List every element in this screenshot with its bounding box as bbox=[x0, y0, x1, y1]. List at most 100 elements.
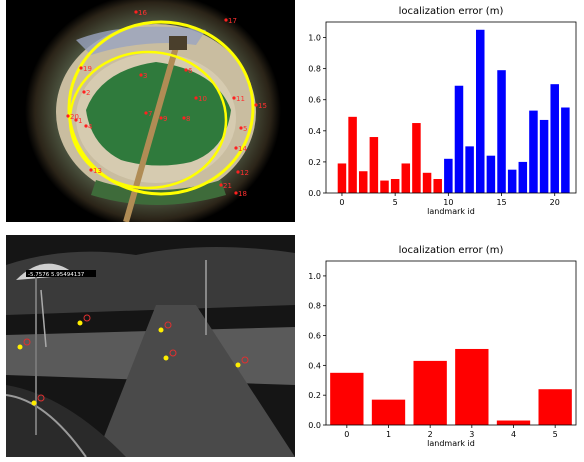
bar-chart-bottom: localization error (m) 0.0 0.2 0.4 0.6 0.8 1.0… bbox=[308, 245, 577, 448]
y-tick-label: 0.4 bbox=[308, 127, 321, 136]
landmark-point bbox=[77, 320, 83, 326]
y-tick-label: 0.8 bbox=[308, 65, 321, 74]
landmark-estimate bbox=[164, 321, 172, 329]
y-tick-label: 1.0 bbox=[308, 34, 321, 43]
landmark-marker-label: 10 bbox=[198, 95, 207, 103]
landmark-estimate bbox=[241, 356, 249, 364]
x-tick-label: 15 bbox=[496, 198, 506, 207]
intersection-photo-drawing: -5.7576 5.95494137 bbox=[6, 235, 295, 457]
landmark-marker bbox=[239, 126, 243, 130]
landmark-marker bbox=[144, 111, 148, 115]
landmark-marker bbox=[159, 116, 163, 120]
landmark-marker-label: 14 bbox=[238, 145, 247, 153]
x-tick-label: 10 bbox=[443, 198, 453, 207]
landmark-marker-label: 15 bbox=[258, 102, 267, 110]
bar bbox=[529, 110, 538, 193]
landmark-marker-label: 7 bbox=[148, 110, 152, 118]
landmark-marker-label: 12 bbox=[240, 169, 249, 177]
bar bbox=[518, 161, 528, 193]
landmark-marker-label: 8 bbox=[186, 115, 190, 123]
x-tick-label: 5 bbox=[393, 198, 398, 207]
bar bbox=[369, 137, 379, 193]
landmark-marker-label: 16 bbox=[138, 9, 147, 17]
overlay-label-bg bbox=[26, 270, 96, 277]
y-tick-label: 1.0 bbox=[308, 272, 321, 281]
fisheye-stadium-photo: 1 2 3 4 5 6 7 8 9 10 11 12 13 14 15 16 17 18 19 20 21 bbox=[6, 0, 295, 222]
landmark-estimate bbox=[169, 349, 177, 357]
road-main bbox=[96, 305, 295, 457]
tree-line bbox=[6, 246, 295, 315]
chart-title: localization error (m) bbox=[399, 245, 504, 256]
intersection-photo: -5.7576 5.95494137 bbox=[6, 235, 295, 457]
landmark-marker-label: 17 bbox=[228, 17, 237, 25]
landmark-point bbox=[163, 355, 169, 361]
bar bbox=[380, 180, 389, 193]
landmark-estimate bbox=[23, 338, 31, 346]
landmark-marker bbox=[89, 168, 93, 172]
x-tick-label: 20 bbox=[550, 198, 560, 207]
bar bbox=[486, 155, 496, 193]
bar bbox=[465, 146, 474, 193]
overlay-text: -5.7576 5.95494137 bbox=[28, 272, 85, 278]
bar bbox=[455, 348, 489, 425]
bar bbox=[433, 179, 442, 193]
landmark-marker-label: 18 bbox=[238, 190, 247, 198]
plot-frame bbox=[325, 260, 577, 426]
bar bbox=[348, 116, 357, 193]
landmark-marker bbox=[194, 96, 198, 100]
landmark-marker bbox=[254, 103, 258, 107]
landmark-marker-label: 9 bbox=[163, 115, 167, 123]
landmark-marker bbox=[224, 18, 228, 22]
landmark-marker bbox=[234, 191, 238, 195]
landmark-point bbox=[158, 327, 164, 333]
landmark-marker-label: 2 bbox=[86, 89, 90, 97]
bar bbox=[401, 163, 411, 193]
landmark-point bbox=[235, 362, 241, 368]
bar-chart-top: localization error (m) 0.0 0.2 0.4 0.6 0.8 1.0… bbox=[308, 6, 577, 216]
y-tick-label: 0.6 bbox=[308, 96, 321, 105]
y-tick-label: 0.8 bbox=[308, 302, 321, 311]
landmark-marker-label: 11 bbox=[236, 95, 245, 103]
landmark-point bbox=[31, 400, 37, 406]
y-tick-label: 0.0 bbox=[308, 189, 321, 198]
landmark-marker bbox=[182, 116, 186, 120]
bar bbox=[496, 420, 531, 425]
bar bbox=[497, 70, 506, 193]
bar bbox=[358, 171, 368, 193]
x-tick-label: 5 bbox=[553, 430, 558, 439]
bar bbox=[538, 389, 572, 425]
bar bbox=[371, 399, 406, 425]
x-axis-label: landmark id bbox=[427, 439, 475, 448]
y-tick-label: 0.2 bbox=[308, 158, 321, 167]
landmark-marker-label: 5 bbox=[243, 125, 247, 133]
bar bbox=[476, 29, 485, 193]
camera-head bbox=[169, 36, 187, 50]
landmark-marker bbox=[84, 124, 88, 128]
bar bbox=[444, 158, 453, 193]
bar bbox=[507, 169, 517, 193]
bar bbox=[422, 172, 432, 193]
landmark-marker bbox=[134, 10, 138, 14]
bar bbox=[337, 163, 347, 193]
bar bbox=[413, 360, 447, 425]
landmark-marker-label: 21 bbox=[223, 182, 232, 190]
landmark-marker bbox=[66, 114, 70, 118]
x-axis-label: landmark id bbox=[427, 207, 475, 216]
bar bbox=[390, 179, 400, 193]
landmark-marker bbox=[82, 90, 86, 94]
landmark-marker-label: 1 bbox=[78, 117, 82, 125]
landmark-estimate bbox=[37, 394, 45, 402]
bar bbox=[454, 85, 464, 193]
chart-bottom-localization-error: localization error (m) 0.0 0.2 0.4 0.6 0.8 1.0… bbox=[296, 235, 584, 458]
y-tick-label: 0.6 bbox=[308, 332, 321, 341]
bar bbox=[412, 123, 421, 193]
landmark-marker bbox=[232, 96, 236, 100]
y-tick-label: 0.4 bbox=[308, 361, 321, 370]
landmark-marker-label: 4 bbox=[88, 123, 93, 131]
landmark-estimate bbox=[83, 314, 91, 322]
landmark-marker bbox=[236, 170, 240, 174]
landmark-point bbox=[17, 344, 23, 350]
landmark-marker bbox=[184, 68, 188, 72]
x-tick-label: 2 bbox=[428, 430, 433, 439]
